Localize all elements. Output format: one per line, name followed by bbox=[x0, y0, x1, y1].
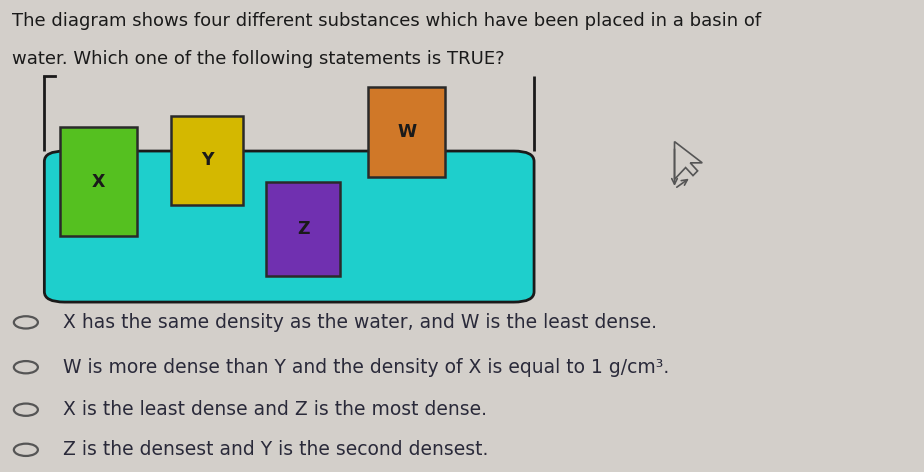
Text: Y: Y bbox=[201, 152, 213, 169]
Text: X: X bbox=[91, 173, 105, 191]
Text: water. Which one of the following statements is TRUE?: water. Which one of the following statem… bbox=[12, 50, 505, 67]
Text: The diagram shows four different substances which have been placed in a basin of: The diagram shows four different substan… bbox=[12, 12, 761, 30]
Bar bbox=[266, 182, 340, 276]
Bar bbox=[368, 87, 445, 177]
Text: Z: Z bbox=[297, 220, 310, 238]
Text: W is more dense than Y and the density of X is equal to 1 g/cm³.: W is more dense than Y and the density o… bbox=[63, 358, 669, 377]
Text: Z is the densest and Y is the second densest.: Z is the densest and Y is the second den… bbox=[63, 440, 488, 459]
Text: X has the same density as the water, and W is the least dense.: X has the same density as the water, and… bbox=[63, 313, 657, 332]
Bar bbox=[171, 116, 243, 205]
Text: X is the least dense and Z is the most dense.: X is the least dense and Z is the most d… bbox=[63, 400, 487, 419]
Text: W: W bbox=[397, 123, 416, 141]
Bar bbox=[60, 127, 137, 236]
FancyBboxPatch shape bbox=[44, 151, 534, 302]
